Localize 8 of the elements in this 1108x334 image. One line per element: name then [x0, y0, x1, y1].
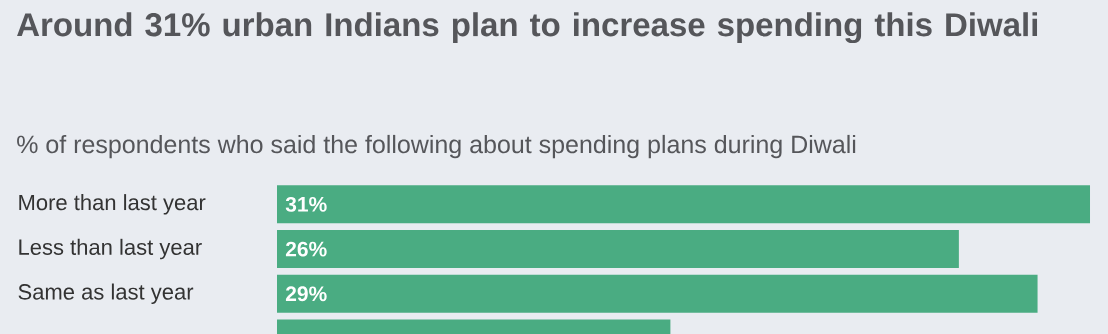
y-tick-label: Same as last year — [18, 283, 194, 305]
data-label: 31% — [285, 196, 327, 212]
y-tick-label: More than last year — [19, 194, 206, 215]
chart-subtitle: % of respondents who said the following about spending plans during Diwali — [17, 134, 856, 159]
data-label: 29% — [285, 286, 327, 302]
chart-title: Around 31% urban Indians plan to increase spending this Diwali — [17, 12, 1038, 44]
data-label: 26% — [285, 241, 327, 257]
y-tick-label: Less than last year — [19, 238, 202, 260]
